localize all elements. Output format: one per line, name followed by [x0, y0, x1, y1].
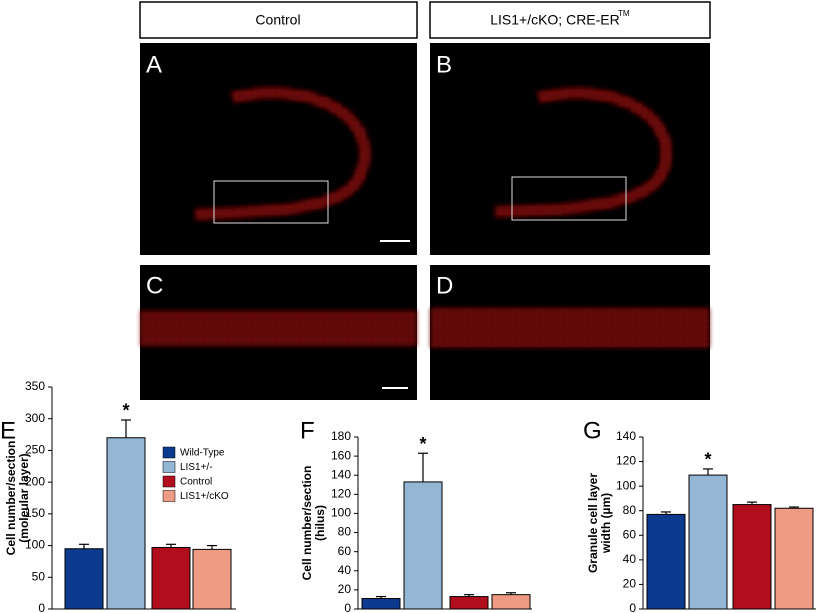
- y-tick-label: 80: [338, 525, 352, 539]
- panel-letter: B: [436, 51, 452, 78]
- legend-swatch: [162, 475, 176, 488]
- significance-mark: *: [122, 401, 129, 421]
- header-box: [139, 1, 418, 39]
- y-tick-label: 0: [629, 601, 636, 613]
- panel-letter: A: [146, 51, 162, 78]
- y-tick-label: 20: [623, 577, 637, 591]
- micrograph: [140, 43, 417, 255]
- header: Control: [255, 12, 300, 28]
- legend-label: LIS1+/cKO: [180, 491, 229, 502]
- bar: [491, 594, 531, 610]
- bar: [106, 437, 146, 610]
- y-axis-label: width (µm): [599, 493, 613, 554]
- y-tick-label: 60: [623, 527, 637, 541]
- y-tick-label: 150: [25, 506, 45, 520]
- y-tick-label: 60: [338, 544, 352, 558]
- bar: [688, 474, 728, 610]
- legend-label: LIS1+/-: [180, 462, 213, 473]
- y-tick-label: 250: [25, 443, 45, 457]
- bar: [403, 481, 443, 610]
- y-axis-label: Cell number/section: [300, 466, 314, 581]
- bar: [732, 504, 772, 610]
- y-tick-label: 300: [25, 411, 45, 425]
- panel-letter: G: [583, 417, 602, 444]
- header: LIS1+/cKO; CRE-ER: [490, 12, 620, 28]
- cell-layer: [494, 86, 673, 218]
- y-tick-label: 100: [25, 538, 45, 552]
- y-axis-label: Cell number/section: [4, 441, 18, 556]
- panel-letter: D: [436, 272, 453, 299]
- y-tick-label: 40: [338, 563, 352, 577]
- y-tick-label: 0: [38, 601, 45, 613]
- bar: [774, 507, 814, 610]
- panel-letter: C: [146, 272, 163, 299]
- y-tick-label: 160: [331, 448, 351, 462]
- bar: [646, 513, 686, 610]
- header-superscript: TM: [618, 9, 630, 18]
- y-tick-label: 0: [344, 601, 351, 613]
- significance-mark: *: [704, 450, 711, 470]
- y-tick-label: 180: [331, 429, 351, 443]
- y-axis-label: Granule cell layer: [586, 473, 600, 573]
- y-tick-label: 50: [32, 569, 46, 583]
- bar: [449, 596, 489, 610]
- legend-label: Wild-Type: [180, 448, 225, 459]
- panel-letter: F: [300, 417, 315, 444]
- significance-mark: *: [419, 434, 426, 454]
- cell-layer: [430, 308, 710, 348]
- y-tick-label: 200: [25, 474, 45, 488]
- inset-box: [213, 180, 329, 224]
- y-tick-label: 350: [25, 379, 45, 393]
- y-axis-label: (hilus): [313, 505, 327, 541]
- y-tick-label: 140: [616, 429, 636, 443]
- bar: [64, 548, 104, 610]
- legend-label: Control: [180, 477, 212, 488]
- bar: [192, 548, 232, 610]
- bar: [361, 597, 401, 610]
- y-tick-label: 120: [616, 454, 636, 468]
- y-tick-label: 120: [331, 487, 351, 501]
- cell-layer: [194, 86, 371, 220]
- y-tick-label: 140: [331, 467, 351, 481]
- y-tick-label: 100: [616, 478, 636, 492]
- legend-swatch: [162, 490, 176, 502]
- header-box: [429, 1, 711, 39]
- y-tick-label: 20: [338, 582, 352, 596]
- y-tick-label: 100: [331, 506, 351, 520]
- inset-box: [511, 176, 627, 221]
- bar: [151, 546, 191, 610]
- legend-swatch: [162, 446, 176, 459]
- y-tick-label: 40: [623, 552, 637, 566]
- legend-swatch: [162, 461, 176, 473]
- y-axis-label: (moleular layer): [17, 453, 31, 542]
- cell-layer: [140, 310, 417, 346]
- panel-letter: E: [0, 417, 16, 444]
- y-tick-label: 80: [623, 503, 637, 517]
